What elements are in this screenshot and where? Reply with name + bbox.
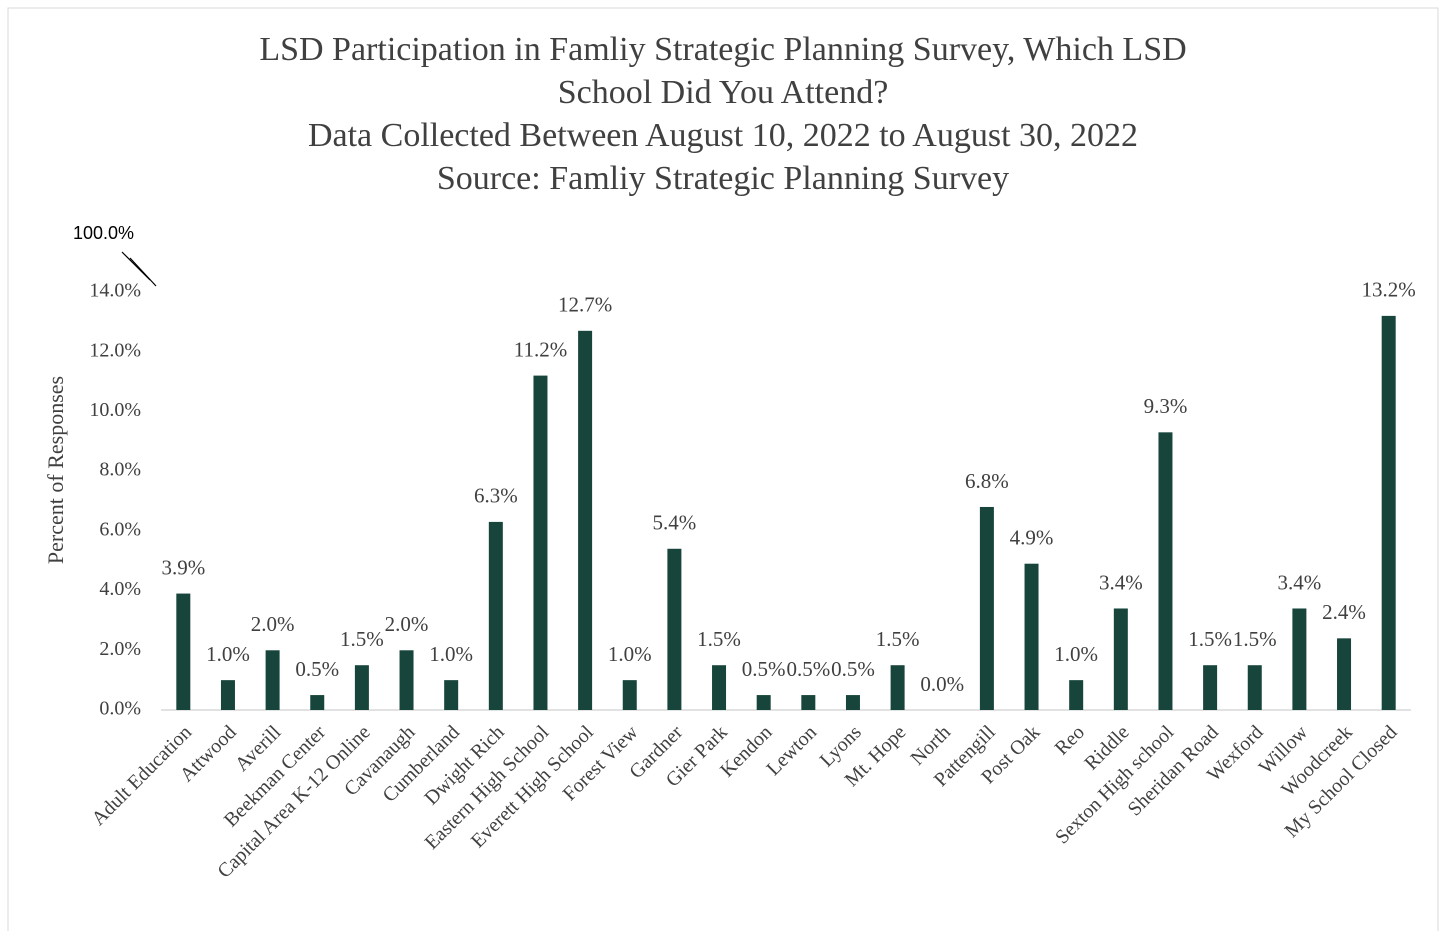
data-label: 12.7% bbox=[558, 293, 612, 317]
data-label: 1.5% bbox=[1233, 627, 1277, 651]
bar bbox=[220, 680, 235, 710]
chart-title: School Did You Attend? bbox=[558, 74, 889, 111]
bar bbox=[533, 375, 548, 710]
bar bbox=[1247, 665, 1262, 710]
data-label: 1.0% bbox=[206, 642, 250, 666]
bar bbox=[667, 548, 682, 710]
y-tick-label: 14.0% bbox=[89, 280, 141, 302]
bar bbox=[354, 665, 369, 710]
y-axis-label: Percent of Responses bbox=[43, 376, 68, 564]
data-label: 4.9% bbox=[1010, 526, 1054, 550]
y-tick-label: 4.0% bbox=[99, 578, 141, 600]
data-label: 1.5% bbox=[697, 627, 741, 651]
bar bbox=[801, 695, 816, 710]
data-label: 1.0% bbox=[1054, 642, 1098, 666]
bar bbox=[845, 695, 860, 710]
bar bbox=[1024, 563, 1039, 710]
data-label: 1.5% bbox=[876, 627, 920, 651]
bar bbox=[1381, 315, 1396, 710]
bar bbox=[1113, 608, 1128, 710]
bar bbox=[1292, 608, 1307, 710]
bar bbox=[1158, 432, 1173, 710]
bar bbox=[265, 650, 280, 710]
y-tick-label: 8.0% bbox=[99, 459, 141, 481]
data-label: 2.0% bbox=[385, 612, 429, 636]
chart-title: LSD Participation in Famliy Strategic Pl… bbox=[259, 31, 1186, 68]
y-tick-label: 10.0% bbox=[89, 399, 141, 421]
bar bbox=[488, 521, 503, 710]
data-label: 5.4% bbox=[653, 511, 697, 535]
data-label: 3.4% bbox=[1278, 570, 1322, 594]
y-tick-label: 0.0% bbox=[99, 698, 141, 720]
data-label: 0.5% bbox=[786, 657, 830, 681]
bar bbox=[622, 680, 637, 710]
data-label: 1.0% bbox=[608, 642, 652, 666]
data-label: 0.5% bbox=[295, 657, 339, 681]
data-label: 3.9% bbox=[161, 555, 205, 579]
data-label: 0.0% bbox=[920, 672, 964, 696]
bar bbox=[176, 593, 191, 710]
bar bbox=[578, 330, 593, 710]
chart-frame bbox=[7, 7, 1439, 931]
y-tick-label: 6.0% bbox=[99, 518, 141, 540]
bar bbox=[890, 665, 905, 710]
bar bbox=[1203, 665, 1218, 710]
data-label: 2.0% bbox=[251, 612, 295, 636]
chart-title: Source: Famliy Strategic Planning Survey bbox=[437, 160, 1009, 197]
data-label: 1.5% bbox=[340, 627, 384, 651]
bar bbox=[444, 680, 459, 710]
bar bbox=[712, 665, 727, 710]
bar bbox=[310, 695, 325, 710]
y-tick-label: 12.0% bbox=[89, 339, 141, 361]
data-label: 6.3% bbox=[474, 484, 518, 508]
bar bbox=[399, 650, 414, 710]
bar bbox=[1337, 638, 1352, 710]
chart-title: Data Collected Between August 10, 2022 t… bbox=[308, 117, 1138, 154]
data-label: 11.2% bbox=[514, 337, 567, 361]
data-label: 13.2% bbox=[1362, 278, 1416, 302]
data-label: 0.5% bbox=[742, 657, 786, 681]
y-tick-label: 2.0% bbox=[99, 638, 141, 660]
data-label: 3.4% bbox=[1099, 570, 1143, 594]
axis-break bbox=[129, 257, 157, 287]
data-label: 6.8% bbox=[965, 469, 1009, 493]
data-label: 2.4% bbox=[1322, 600, 1366, 624]
data-label: 9.3% bbox=[1144, 394, 1188, 418]
bar bbox=[979, 506, 994, 710]
data-label: 0.5% bbox=[831, 657, 875, 681]
bar bbox=[1069, 680, 1084, 710]
data-label: 1.5% bbox=[1188, 627, 1232, 651]
bar bbox=[756, 695, 771, 710]
y-break-tick-label: 100.0% bbox=[73, 223, 134, 243]
data-label: 1.0% bbox=[429, 642, 473, 666]
